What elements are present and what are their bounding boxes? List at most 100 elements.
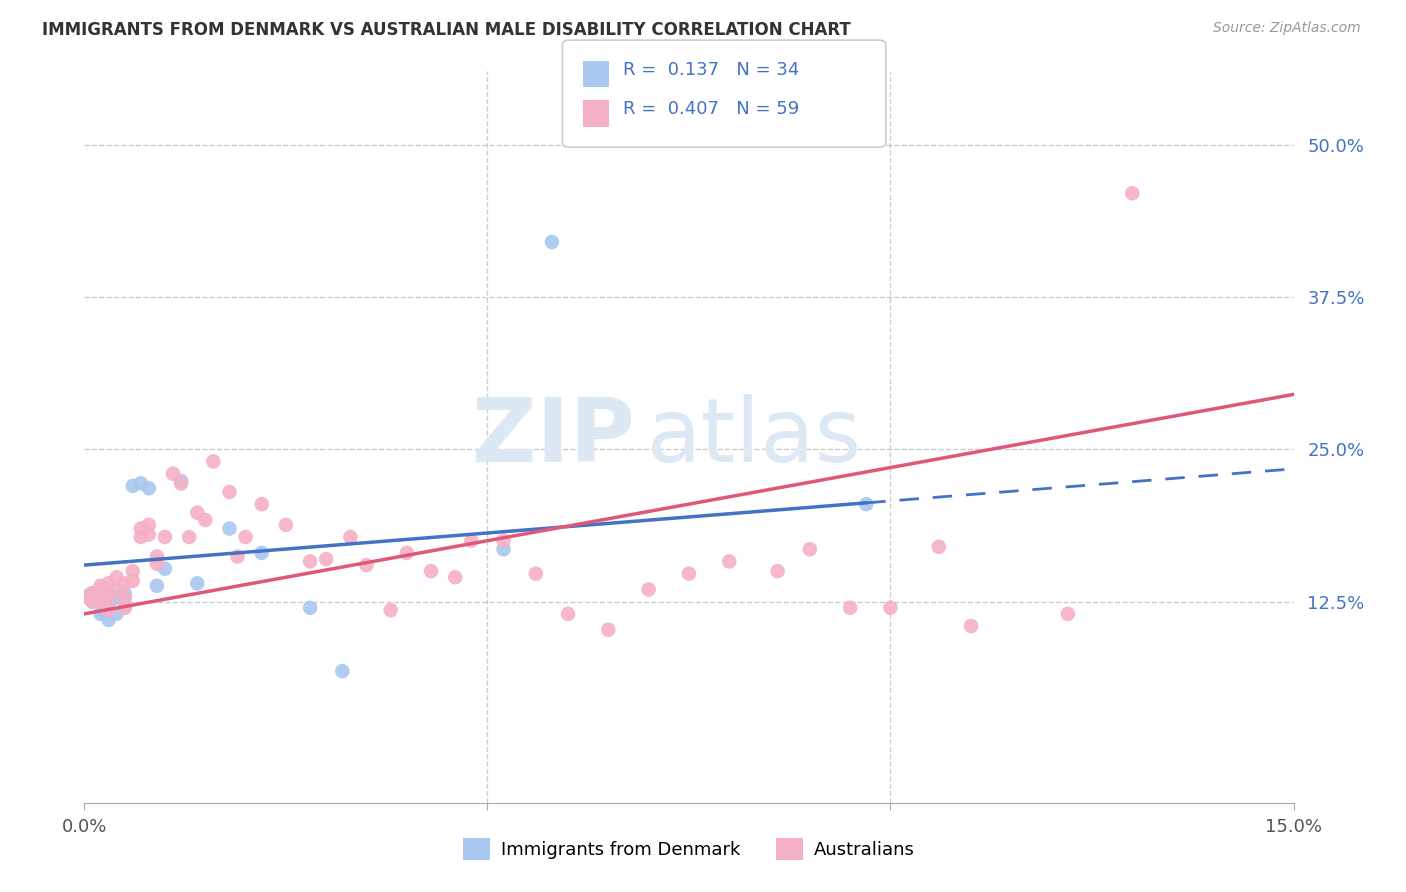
Point bbox=[121, 574, 143, 588]
Point bbox=[77, 591, 100, 605]
Point bbox=[380, 603, 402, 617]
Point bbox=[129, 521, 152, 535]
Point bbox=[97, 589, 120, 603]
Point bbox=[315, 552, 337, 566]
Point bbox=[524, 566, 547, 581]
Point bbox=[105, 570, 128, 584]
Point bbox=[86, 589, 108, 603]
Point bbox=[718, 554, 741, 568]
Point bbox=[420, 564, 443, 578]
Point bbox=[83, 592, 105, 607]
Point bbox=[879, 600, 901, 615]
Point bbox=[218, 485, 240, 500]
Point bbox=[82, 586, 104, 600]
Point bbox=[98, 589, 121, 603]
Point bbox=[89, 594, 111, 608]
Point bbox=[138, 481, 160, 495]
Point bbox=[557, 607, 579, 621]
Point bbox=[194, 513, 217, 527]
Point bbox=[186, 576, 208, 591]
Point bbox=[105, 582, 128, 597]
Point bbox=[129, 530, 152, 544]
Point bbox=[129, 476, 152, 491]
Point bbox=[105, 607, 128, 621]
Point bbox=[153, 530, 176, 544]
Point bbox=[1121, 186, 1143, 201]
Point bbox=[138, 517, 160, 532]
Point bbox=[218, 521, 240, 535]
Point bbox=[97, 603, 120, 617]
Point bbox=[299, 554, 322, 568]
Point bbox=[114, 600, 136, 615]
Point bbox=[678, 566, 700, 581]
Point bbox=[339, 530, 361, 544]
Point bbox=[492, 533, 515, 548]
Point bbox=[82, 594, 104, 608]
Point bbox=[250, 497, 273, 511]
Text: R =  0.407   N = 59: R = 0.407 N = 59 bbox=[623, 100, 799, 118]
Point bbox=[444, 570, 467, 584]
Point bbox=[235, 530, 257, 544]
Point bbox=[186, 506, 208, 520]
Point bbox=[114, 591, 136, 605]
Point bbox=[114, 576, 136, 591]
Point bbox=[91, 591, 114, 605]
Legend: Immigrants from Denmark, Australians: Immigrants from Denmark, Australians bbox=[456, 830, 922, 867]
Point bbox=[146, 557, 169, 571]
Point bbox=[121, 479, 143, 493]
Point bbox=[97, 591, 120, 605]
Point bbox=[89, 607, 111, 621]
Point bbox=[202, 454, 225, 468]
Point bbox=[77, 589, 100, 603]
Point bbox=[80, 591, 103, 605]
Point bbox=[89, 583, 111, 598]
Point bbox=[146, 549, 169, 564]
Point bbox=[170, 474, 193, 488]
Point bbox=[82, 586, 104, 600]
Point bbox=[89, 579, 111, 593]
Point bbox=[121, 564, 143, 578]
Point bbox=[299, 600, 322, 615]
Point bbox=[89, 591, 111, 605]
Point bbox=[492, 542, 515, 557]
Point bbox=[162, 467, 184, 481]
Point bbox=[97, 613, 120, 627]
Text: IMMIGRANTS FROM DENMARK VS AUSTRALIAN MALE DISABILITY CORRELATION CHART: IMMIGRANTS FROM DENMARK VS AUSTRALIAN MA… bbox=[42, 21, 851, 39]
Point bbox=[153, 562, 176, 576]
Point bbox=[928, 540, 950, 554]
Point bbox=[114, 586, 136, 600]
Point bbox=[179, 530, 201, 544]
Point bbox=[598, 623, 620, 637]
Point bbox=[766, 564, 789, 578]
Point bbox=[250, 546, 273, 560]
Point bbox=[114, 591, 136, 605]
Text: atlas: atlas bbox=[647, 393, 862, 481]
Point bbox=[146, 579, 169, 593]
Point bbox=[395, 546, 418, 560]
Point bbox=[82, 594, 104, 608]
Point bbox=[93, 607, 115, 621]
Point bbox=[799, 542, 821, 557]
Point bbox=[460, 533, 482, 548]
Text: R =  0.137   N = 34: R = 0.137 N = 34 bbox=[623, 61, 799, 78]
Text: ZIP: ZIP bbox=[472, 393, 634, 481]
Point bbox=[541, 235, 564, 249]
Point bbox=[114, 600, 136, 615]
Point bbox=[170, 476, 193, 491]
Point bbox=[93, 589, 115, 603]
Point bbox=[1056, 607, 1078, 621]
Text: Source: ZipAtlas.com: Source: ZipAtlas.com bbox=[1213, 21, 1361, 36]
Point bbox=[356, 558, 378, 573]
Point bbox=[97, 599, 120, 613]
Point bbox=[97, 576, 120, 591]
Point bbox=[86, 589, 108, 603]
Point bbox=[226, 549, 249, 564]
Point bbox=[330, 664, 353, 678]
Point bbox=[839, 600, 862, 615]
Point bbox=[637, 582, 659, 597]
Point bbox=[855, 497, 877, 511]
Point bbox=[105, 591, 128, 605]
Point bbox=[274, 517, 297, 532]
Point bbox=[960, 619, 983, 633]
Point bbox=[138, 527, 160, 541]
